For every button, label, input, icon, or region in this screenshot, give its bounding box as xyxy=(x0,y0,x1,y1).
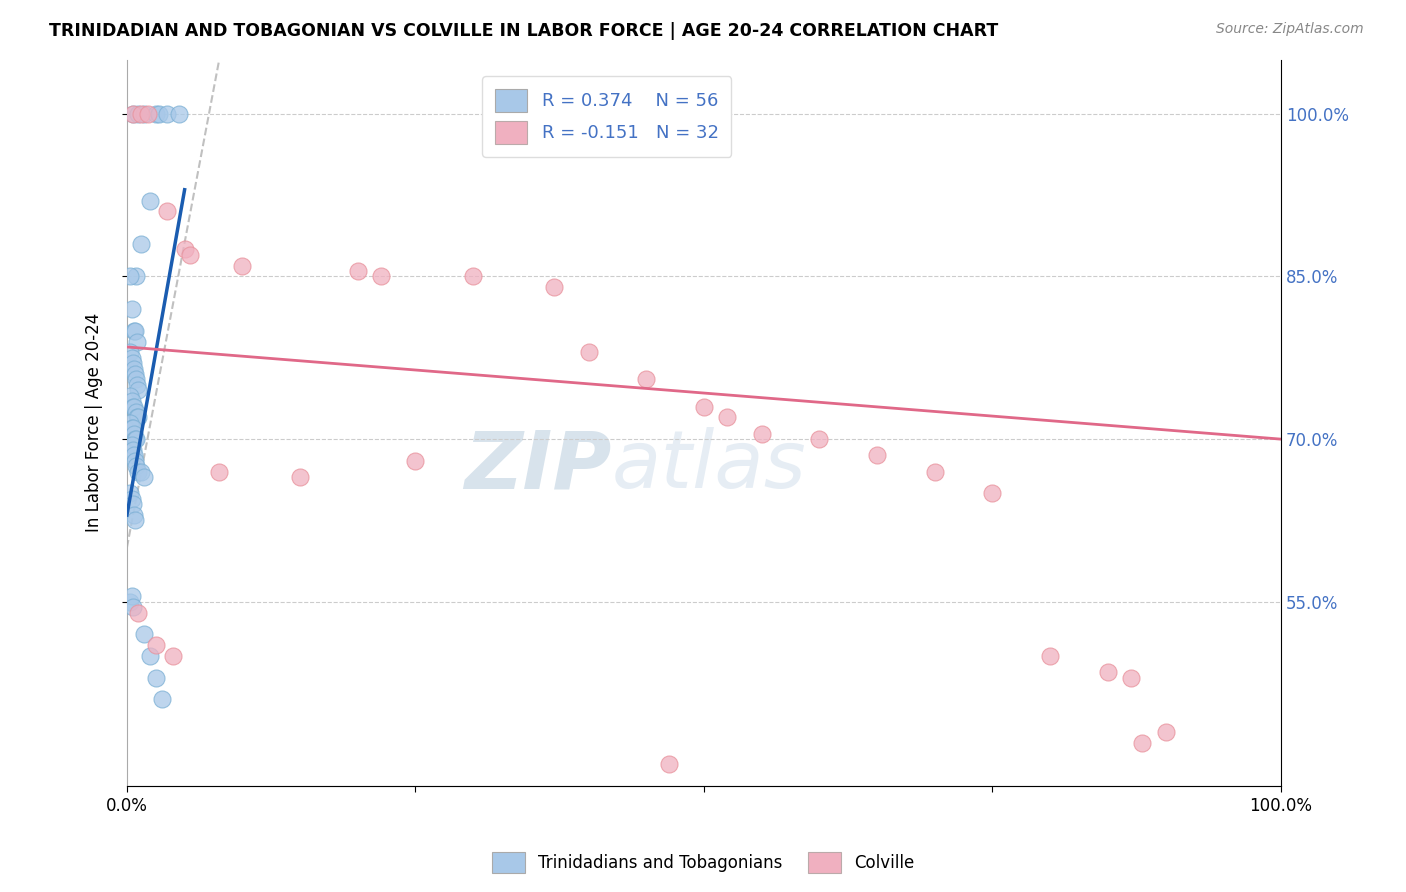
Point xyxy=(808,432,831,446)
Point xyxy=(124,513,146,527)
Point xyxy=(122,324,145,338)
Point xyxy=(124,367,146,381)
Point xyxy=(139,194,162,208)
Point xyxy=(129,107,152,121)
Point xyxy=(120,486,142,500)
Point xyxy=(167,107,190,121)
Point xyxy=(370,269,392,284)
Point xyxy=(346,264,368,278)
Point xyxy=(121,107,143,121)
Point xyxy=(121,442,143,457)
Point xyxy=(121,421,143,435)
Point xyxy=(179,248,201,262)
Point xyxy=(136,107,159,121)
Point xyxy=(156,204,179,219)
Point xyxy=(1154,725,1177,739)
Point xyxy=(129,465,152,479)
Point xyxy=(145,671,167,685)
Point xyxy=(121,107,143,121)
Point xyxy=(658,757,681,772)
Text: Source: ZipAtlas.com: Source: ZipAtlas.com xyxy=(1216,22,1364,37)
Point xyxy=(121,394,143,409)
Point xyxy=(162,648,184,663)
Point xyxy=(127,465,149,479)
Point xyxy=(404,454,426,468)
Point xyxy=(1097,665,1119,680)
Point xyxy=(121,351,143,365)
Point xyxy=(134,107,156,121)
Point xyxy=(127,378,149,392)
Point xyxy=(134,470,156,484)
Point xyxy=(578,345,600,359)
Point xyxy=(124,432,146,446)
Text: TRINIDADIAN AND TOBAGONIAN VS COLVILLE IN LABOR FORCE | AGE 20-24 CORRELATION CH: TRINIDADIAN AND TOBAGONIAN VS COLVILLE I… xyxy=(49,22,998,40)
Point xyxy=(866,449,889,463)
Point xyxy=(1119,671,1142,685)
Point xyxy=(463,269,485,284)
Point xyxy=(121,301,143,316)
Point xyxy=(156,107,179,121)
Point xyxy=(145,107,167,121)
Point xyxy=(121,437,143,451)
Point xyxy=(127,334,149,349)
Point xyxy=(125,372,148,386)
Point xyxy=(139,648,162,663)
Point xyxy=(125,459,148,474)
Point xyxy=(121,400,143,414)
Point xyxy=(120,389,142,403)
Point xyxy=(122,400,145,414)
Point xyxy=(121,590,143,604)
Point xyxy=(124,454,146,468)
Point xyxy=(1039,648,1062,663)
Point xyxy=(145,638,167,652)
Point xyxy=(148,107,170,121)
Point xyxy=(125,405,148,419)
Point xyxy=(127,606,149,620)
Point xyxy=(124,324,146,338)
Point xyxy=(127,384,149,398)
Legend: R = 0.374    N = 56, R = -0.151   N = 32: R = 0.374 N = 56, R = -0.151 N = 32 xyxy=(482,76,731,157)
Point xyxy=(122,508,145,522)
Point xyxy=(981,486,1004,500)
Y-axis label: In Labor Force | Age 20-24: In Labor Force | Age 20-24 xyxy=(86,313,103,533)
Text: atlas: atlas xyxy=(612,427,807,506)
Point xyxy=(121,600,143,615)
Point xyxy=(127,410,149,425)
Point xyxy=(120,416,142,430)
Point xyxy=(150,692,173,706)
Point xyxy=(120,269,142,284)
Point xyxy=(231,259,253,273)
Text: ZIP: ZIP xyxy=(464,427,612,506)
Point xyxy=(120,595,142,609)
Point xyxy=(751,426,773,441)
Point xyxy=(924,465,946,479)
Point xyxy=(693,400,716,414)
Point xyxy=(122,361,145,376)
Point xyxy=(121,421,143,435)
Point xyxy=(125,269,148,284)
Point xyxy=(288,470,311,484)
Point xyxy=(120,345,142,359)
Point xyxy=(122,426,145,441)
Point xyxy=(122,449,145,463)
Legend: Trinidadians and Tobagonians, Colville: Trinidadians and Tobagonians, Colville xyxy=(485,846,921,880)
Point xyxy=(716,410,738,425)
Point xyxy=(134,627,156,641)
Point xyxy=(121,497,143,511)
Point xyxy=(208,465,231,479)
Point xyxy=(121,356,143,370)
Point xyxy=(636,372,658,386)
Point xyxy=(127,410,149,425)
Point xyxy=(173,243,195,257)
Point xyxy=(125,432,148,446)
Point xyxy=(127,107,149,121)
Point xyxy=(129,236,152,251)
Point xyxy=(121,491,143,506)
Point xyxy=(543,280,565,294)
Point xyxy=(1132,736,1154,750)
